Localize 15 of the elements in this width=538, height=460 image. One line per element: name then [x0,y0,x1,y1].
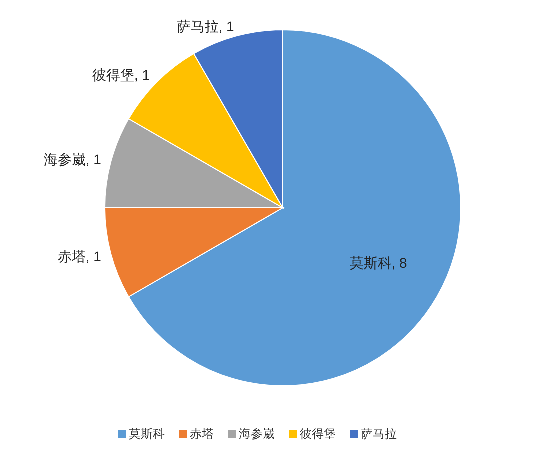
data-label: , 1 [218,18,235,34]
legend-label: 彼得堡 [300,427,336,441]
legend-label: 萨马拉 [361,427,397,441]
legend-label: 赤塔 [190,427,214,441]
data-label: , 1 [86,248,102,265]
slice-label: 海参崴 [44,151,86,168]
legend-label: 莫斯科 [129,427,165,441]
slice-label: 彼得堡 [92,67,134,84]
slice-label: 赤塔 [58,248,86,265]
legend-label: 海参崴 [239,427,275,441]
data-label: , 8 [392,255,408,272]
slice-label: 萨马拉 [176,18,219,34]
data-label: , 1 [86,151,102,168]
slice-label: 莫斯科 [350,255,392,272]
data-label: , 1 [134,67,150,84]
